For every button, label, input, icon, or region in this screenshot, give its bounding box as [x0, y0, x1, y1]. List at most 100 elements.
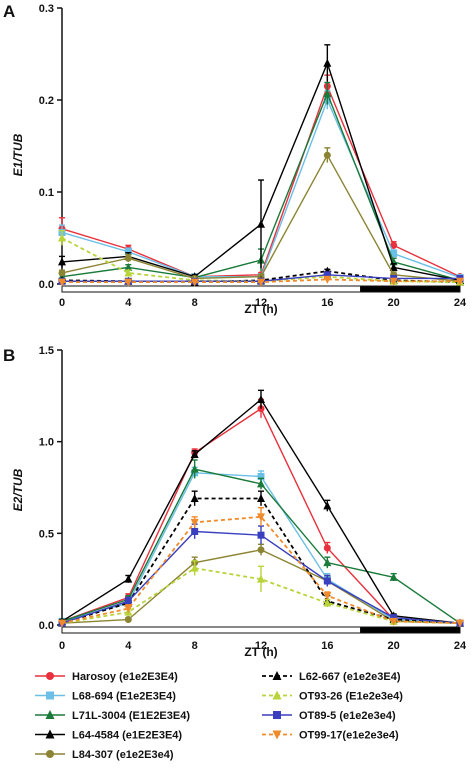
panel-b-data-point [190, 494, 199, 502]
panel-b-data-point [323, 598, 332, 607]
legend-item: L84-307 (e1e2E3e4) [35, 749, 174, 761]
panel-b-data-point [257, 479, 265, 488]
legend-label: Harosoy (e1e2E3E4) [72, 671, 178, 683]
panel-a-data-point [390, 250, 398, 258]
panel-b-data-point [124, 597, 132, 605]
legend-label: L62-667 (e1e2e3E4) [299, 671, 401, 683]
panel-a-data-point [323, 89, 332, 98]
panel-b-data-point [190, 464, 199, 473]
panel-a-series-ot99-17 [58, 275, 464, 287]
panel-b-data-point [257, 473, 265, 480]
panel-b-x-tick-label: 4 [125, 640, 132, 652]
panel-a-x-tick-label: 20 [388, 297, 400, 309]
panel-a-data-point [323, 151, 331, 159]
legend-label: L71L-3004 (E1E2E3E4) [72, 710, 190, 722]
panel-b-data-point [190, 518, 199, 527]
panel-a-y-tick-label: 0.3 [39, 3, 54, 15]
panel-a-data-point [323, 275, 332, 284]
legend-marker [46, 691, 54, 700]
panel-b-y-tick-label: 1.5 [39, 345, 54, 357]
legend-marker [272, 671, 282, 680]
legend-item: Harosoy (e1e2E3E4) [35, 671, 178, 683]
panel-a-data-point [390, 241, 398, 249]
panel-b-data-point [389, 617, 398, 626]
panel-b-data-point [257, 395, 265, 403]
panel-b-data-point [257, 574, 265, 583]
panel-a-x-tick-label: 24 [454, 297, 467, 309]
panel-a-data-point [124, 278, 133, 287]
panel-b-data-point [389, 572, 398, 581]
panel-a-data-point [58, 278, 66, 287]
legend-marker [273, 711, 281, 719]
panel-b-data-point [390, 614, 398, 622]
panel-b-data-point [190, 450, 199, 458]
legend-label: L68-694 (E1e2E3E4) [72, 691, 176, 703]
panel-a-data-point [323, 58, 332, 67]
legend-label: OT99-17(e1e2e3e4) [299, 730, 399, 742]
panel-b-x-tick-label: 20 [388, 640, 400, 652]
legend-marker [45, 710, 55, 719]
panel-b-x-tick-label: 12 [255, 640, 267, 652]
panel-a-data-point [389, 277, 398, 286]
panel-b-data-point [456, 619, 464, 628]
panel-a-data-point [124, 248, 132, 256]
legend-label: OT93-26 (E1e2e3e4) [299, 691, 403, 703]
panel-a-data-point [124, 262, 133, 271]
panel-a-x-tick-label: 16 [321, 297, 333, 309]
legend-item: L68-694 (E1e2E3E4) [35, 691, 176, 703]
panel-b-series-ot99-17 [58, 506, 464, 628]
panel-a-data-point [456, 277, 464, 286]
panel-a-data-point [124, 268, 133, 277]
panel-b-data-point [190, 563, 199, 572]
panel-b-data-point [323, 558, 332, 567]
panel-a-y-tick-label: 0.1 [39, 187, 54, 199]
legend-label: OT89-5 (e1e2e3e4) [299, 710, 396, 722]
panel-a-data-point [190, 278, 199, 287]
panel-b-data-point [323, 544, 331, 552]
panel-b-data-point [323, 577, 331, 585]
panel-b-x-tick-label: 16 [321, 640, 333, 652]
panel-b-x-tick-label: 0 [59, 640, 65, 652]
legend-label: L64-4584 (e1E2E3E4) [72, 730, 182, 742]
panel-a-data-point [389, 262, 398, 271]
panel-b-data-point [124, 605, 133, 613]
panel-a-data-point [323, 271, 331, 279]
panel-b-data-point [124, 616, 132, 623]
panel-b-data-point [124, 574, 133, 583]
panel-b-data-point [58, 619, 66, 628]
legend-label: L84-307 (e1e2E3e4) [72, 749, 174, 761]
legend-item: OT93-26 (E1e2e3e4) [262, 690, 403, 703]
panel-a-data-point [58, 257, 66, 266]
panel-b-dark-period-bar [360, 626, 461, 634]
panel-b-y-tick-label: 1.0 [39, 437, 54, 449]
panel-a-data-point [58, 269, 66, 277]
panel-a-light-period-bar [61, 285, 361, 293]
legend-marker [45, 729, 55, 739]
legend-marker [272, 730, 282, 740]
panel-b-data-point [257, 513, 265, 522]
legend-item: OT99-17(e1e2e3e4) [262, 730, 399, 742]
legend-item: OT89-5 (e1e2e3e4) [262, 710, 396, 722]
panel-a-data-point [257, 219, 265, 228]
panel-b-y-tick-label: 0.0 [39, 620, 54, 632]
panel-a-letter: A [3, 2, 15, 21]
panel-b-data-point [257, 546, 265, 554]
legend-item: L71L-3004 (E1E2E3E4) [35, 710, 190, 722]
panel-a-series-l64-4584 [58, 44, 464, 284]
panel-a-x-tick-label: 4 [125, 297, 132, 309]
panel-b-x-tick-label: 8 [192, 640, 198, 652]
panel-a-x-tick-label: 0 [59, 297, 65, 309]
panel-b: B E2/TUB ZT (h) 0.0 0.5 1.0 1.5 0 4 8 12 16 20 24 [3, 345, 467, 659]
panel-a-data-point [124, 254, 132, 262]
panel-a-x-tick-label: 8 [192, 297, 198, 309]
legend: Harosoy (e1e2E3E4) L68-694 (E1e2E3E4) L71L… [35, 671, 403, 761]
panel-a: A E1/TUB ZT (h) 0.0 0.1 0.2 0.3 0 4 8 12 16 20 24 [3, 2, 467, 316]
panel-a-y-tick-label: 0.2 [39, 95, 54, 107]
legend-marker [272, 690, 282, 700]
panel-b-light-period-bar [61, 626, 361, 634]
panel-b-data-point [257, 531, 265, 539]
panel-b-data-point [257, 494, 265, 502]
panel-b-data-point [323, 592, 332, 601]
legend-marker [46, 672, 54, 680]
panel-b-data-point [191, 528, 199, 535]
